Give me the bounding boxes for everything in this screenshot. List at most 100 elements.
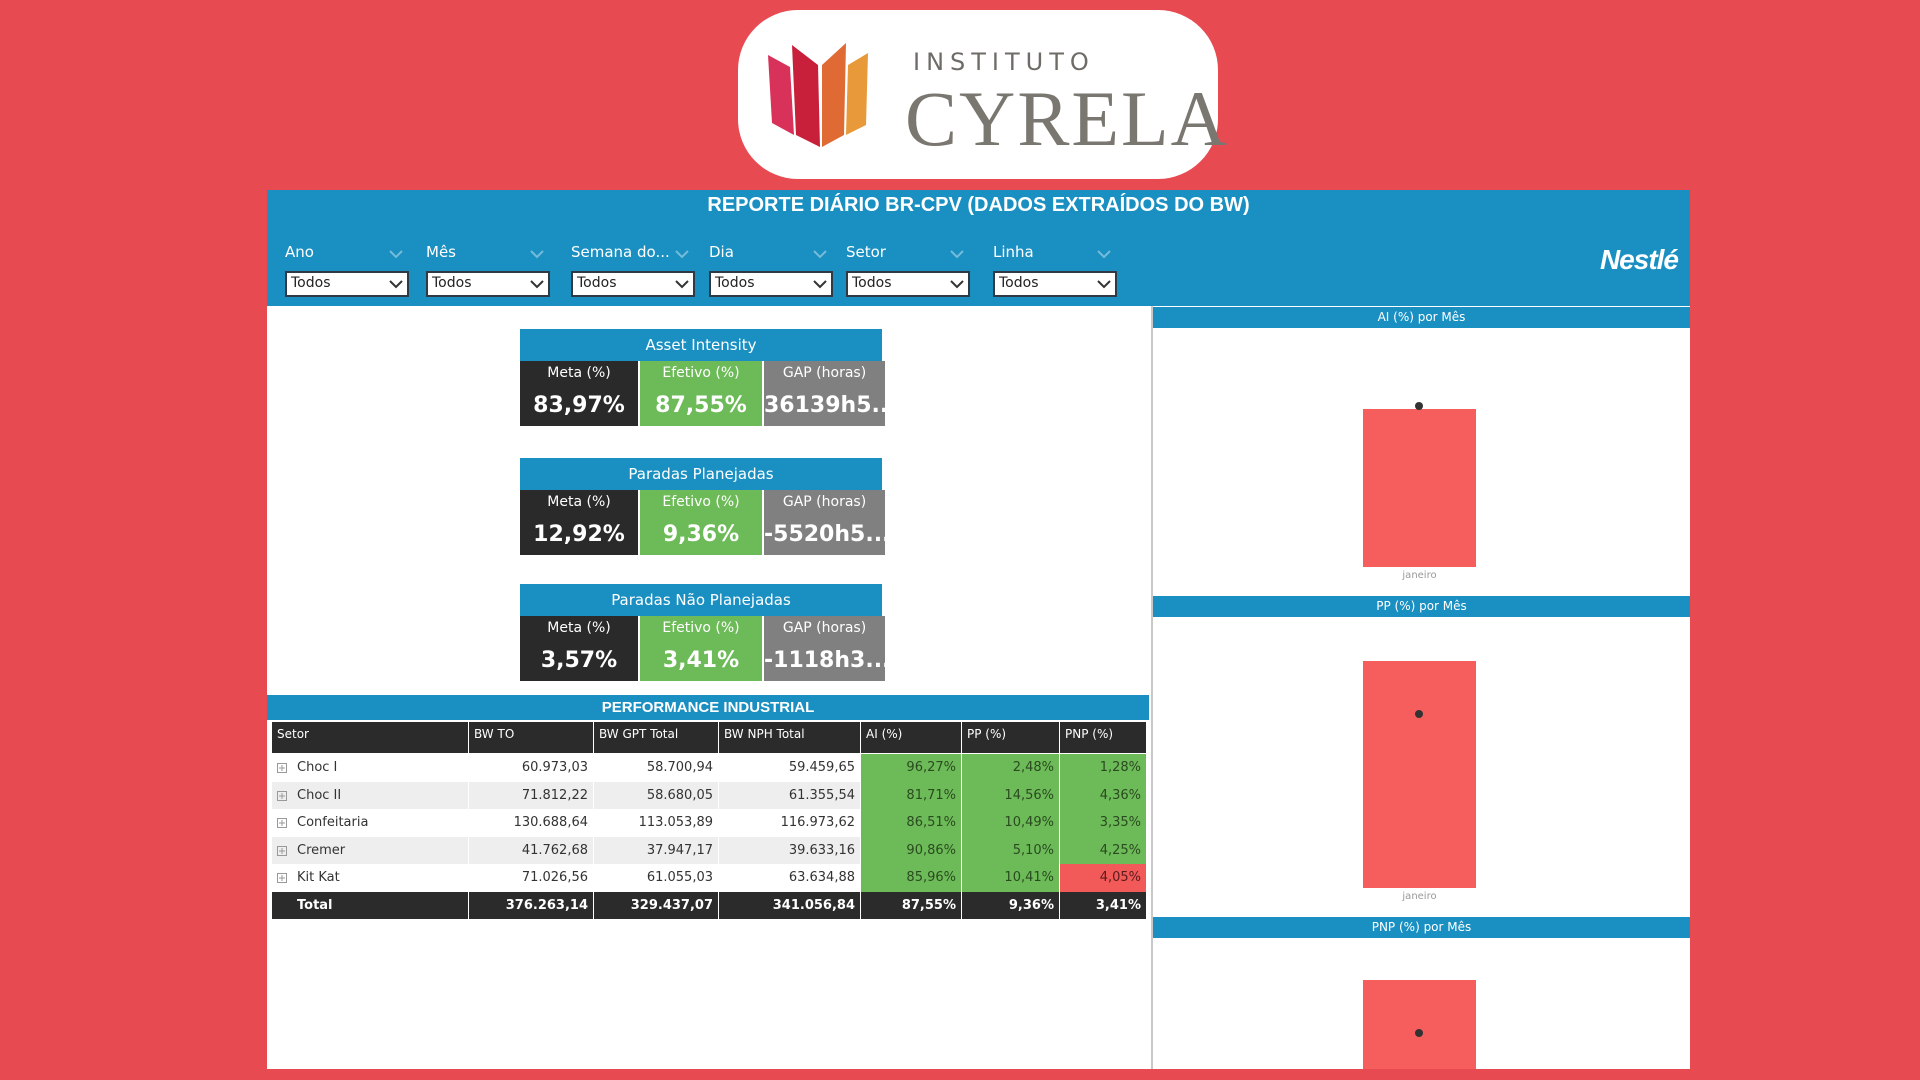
chevron <box>1097 280 1111 289</box>
filter-label: Ano <box>285 243 407 261</box>
kpi-value: 12,92% <box>533 522 625 547</box>
filter-dropdown[interactable]: Todos <box>426 271 550 297</box>
kpi-value: 3,57% <box>540 648 618 673</box>
table-cell: 37.947,17 <box>594 836 718 864</box>
table-cell: 63.634,88 <box>788 870 855 885</box>
kpi-label: Meta (%) <box>547 494 611 510</box>
kpi-label: Meta (%) <box>547 365 611 381</box>
row-label: Cremer <box>272 836 468 864</box>
table-cell: 376.263,14 <box>469 891 593 919</box>
table-cell: 9,36% <box>962 891 1059 919</box>
table-cell: 81,71% <box>861 781 961 809</box>
table-cell: 87,55% <box>861 891 961 919</box>
chart-title: PP (%) por Mês <box>1153 596 1690 617</box>
expand-icon[interactable] <box>277 873 287 883</box>
expand-icon[interactable] <box>277 790 287 801</box>
kpi-label: Meta (%) <box>547 620 611 636</box>
kpi-title: Paradas Não Planejadas <box>520 584 882 616</box>
filter-dropdown[interactable]: Todos <box>846 271 970 297</box>
table-cell: 1,28% <box>1060 754 1146 782</box>
kpi-label: Efetivo (%) <box>662 494 740 510</box>
kpi-cell: Efetivo (%) 3,41% <box>640 616 762 681</box>
report-title: REPORTE DIÁRIO BR-CPV (DADOS EXTRAÍDOS D… <box>707 194 1250 216</box>
kpi-title: Paradas Planejadas <box>520 458 882 490</box>
table-cell: 116.973,62 <box>780 815 855 830</box>
filter-label: Setor <box>846 243 968 261</box>
kpi-cell: GAP (horas) -1118h3... <box>764 616 890 681</box>
table-title: PERFORMANCE INDUSTRIAL <box>267 695 1149 720</box>
table-cell: 61.055,03 <box>646 870 713 885</box>
kpi-cell: Meta (%) 12,92% <box>520 490 638 555</box>
expand-icon[interactable] <box>277 763 287 773</box>
column-header: Setor <box>272 722 468 753</box>
logo-small: INSTITUTO <box>913 48 1095 76</box>
table-cell: 58.700,94 <box>646 760 713 775</box>
table-cell: 96,27% <box>861 754 961 782</box>
bar <box>1363 409 1476 567</box>
filter-label: Semana do... <box>571 243 693 261</box>
kpi-cell: Efetivo (%) 9,36% <box>640 490 762 555</box>
logo-icon <box>768 43 868 147</box>
kpi-value: 83,97% <box>533 393 625 418</box>
kpi-label: GAP (horas) <box>782 620 867 636</box>
filter-label: Mês <box>426 243 548 261</box>
kpi-cell: GAP (horas) 36139h5... <box>764 361 897 426</box>
kpi-cell: Meta (%) 83,97% <box>520 361 638 426</box>
logo: INSTITUTO CYRELA <box>738 10 1227 179</box>
target-dot <box>1415 1029 1423 1037</box>
target-dot <box>1415 710 1423 718</box>
expand-icon[interactable] <box>277 845 287 856</box>
chart-title: PNP (%) por Mês <box>1153 917 1690 938</box>
report-header: REPORTE DIÁRIO BR-CPV (DADOS EXTRAÍDOS D… <box>267 190 1690 306</box>
brand: Nestlé <box>1599 244 1679 275</box>
kpi-value: 3,41% <box>662 648 740 673</box>
row-label: Choc II <box>272 781 468 809</box>
chart-title: AI (%) por Mês <box>1153 307 1690 328</box>
chevron <box>675 280 689 289</box>
chevron <box>950 280 964 289</box>
logo-large: CYRELA <box>905 75 1229 162</box>
table-cell: 4,25% <box>1060 836 1146 864</box>
table-cell: 60.973,03 <box>521 760 588 775</box>
kpi-title: Asset Intensity <box>520 329 882 361</box>
table-cell: 130.688,64 <box>513 815 588 830</box>
column-header: BW NPH Total <box>719 722 860 753</box>
chevron <box>530 250 544 259</box>
table-cell: 329.437,07 <box>594 891 718 919</box>
kpi-value: 87,55% <box>655 393 747 418</box>
filter-dropdown[interactable]: Todos <box>571 271 695 297</box>
row-label: Kit Kat <box>272 864 468 892</box>
filter-dropdown[interactable]: Todos <box>993 271 1117 297</box>
table-cell: 3,41% <box>1060 891 1146 919</box>
table-cell: 39.633,16 <box>719 836 860 864</box>
table-cell: 71.812,22 <box>469 781 593 809</box>
kpi-value: 36139h5... <box>764 393 897 418</box>
filter-label: Dia <box>709 243 831 261</box>
column-header: BW TO <box>469 722 593 753</box>
divider <box>1151 306 1153 1069</box>
column-header: PP (%) <box>962 722 1059 753</box>
kpi-cell: Efetivo (%) 87,55% <box>640 361 762 426</box>
kpi-label: GAP (horas) <box>782 365 867 381</box>
table-cell: 4,05% <box>1060 864 1146 892</box>
table-cell: 85,96% <box>861 864 961 892</box>
filter-dropdown[interactable]: Todos <box>285 271 409 297</box>
table-cell: 113.053,89 <box>638 815 713 830</box>
table-cell: 10,41% <box>962 864 1059 892</box>
kpi-label: GAP (horas) <box>782 494 867 510</box>
row-label: Confeitaria <box>272 809 468 837</box>
filter-dropdown[interactable]: Todos <box>709 271 833 297</box>
row-label: Total <box>272 891 468 919</box>
table-cell: 2,48% <box>962 754 1059 782</box>
table-cell: 61.355,54 <box>719 781 860 809</box>
kpi-value: -5520h5... <box>764 522 891 547</box>
kpi-cell: Meta (%) 3,57% <box>520 616 638 681</box>
table-cell: 4,36% <box>1060 781 1146 809</box>
table-cell: 10,49% <box>962 809 1059 837</box>
row-label: Choc I <box>272 754 468 782</box>
chevron <box>950 250 964 259</box>
expand-icon[interactable] <box>277 818 287 828</box>
bar <box>1363 980 1476 1069</box>
kpi-cell: GAP (horas) -5520h5... <box>764 490 891 555</box>
